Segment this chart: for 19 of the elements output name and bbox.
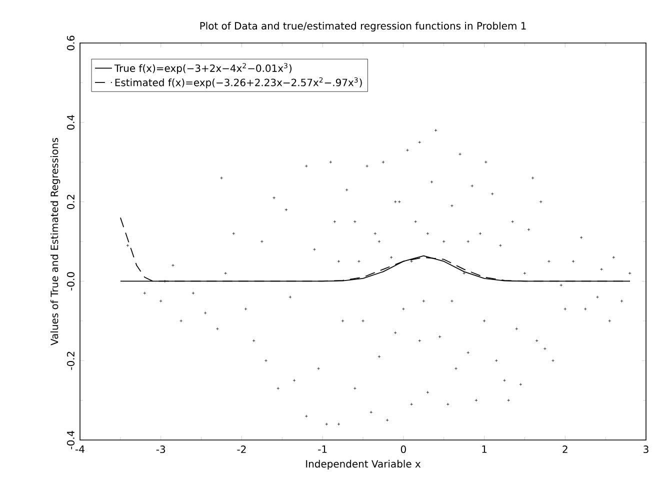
- x-tick-label: -1: [318, 446, 327, 453]
- x-tick-label: 1: [482, 446, 487, 453]
- x-tick-label: -2: [237, 446, 246, 453]
- y-tick-label: -0.4: [66, 430, 74, 450]
- x-tick-label: 2: [562, 446, 568, 453]
- x-tick-label: -4: [76, 446, 84, 453]
- y-tick-label: 0.4: [66, 115, 74, 130]
- legend-label: True f(x)=exp(−3+2x−4x$^{2}$−0.01x$^{3}$): [114, 63, 292, 74]
- y-tick-label: 0.6: [66, 36, 74, 50]
- y-axis-title: Values of True and Estimated Regressions: [50, 138, 60, 346]
- y-tick-label: -0.2: [66, 352, 74, 370]
- legend-label: Estimated f(x)=exp(−3.26+2.23x−2.57x$^{2}$−.97x$^{3}$): [115, 77, 362, 88]
- chart-title: Plot of Data and true/estimated regression functions in Problem 1: [200, 22, 526, 32]
- x-tick-label: -3: [156, 446, 166, 454]
- y-tick-label: -0.0: [66, 272, 74, 290]
- x-tick-label: 3: [644, 446, 648, 454]
- x-axis-title: Independent Variable x: [306, 460, 421, 470]
- x-tick-label: 0: [400, 446, 406, 454]
- y-tick-label: 0.2: [66, 194, 74, 210]
